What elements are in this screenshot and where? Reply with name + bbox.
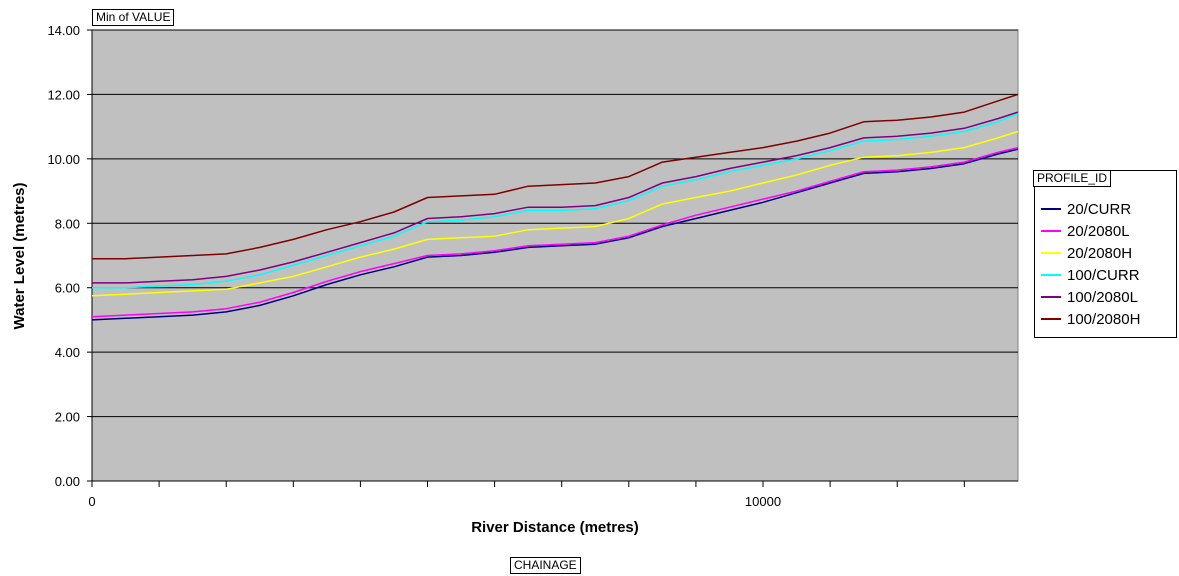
series-line-20-curr	[91, 148, 1019, 321]
y-tick-label: 4.00	[55, 345, 80, 360]
legend-item: 20/2080H	[1041, 242, 1132, 264]
legend-item: 20/CURR	[1041, 198, 1131, 220]
plot-area	[91, 29, 1019, 482]
legend-label: 20/2080H	[1067, 244, 1133, 262]
legend-swatch	[1041, 208, 1061, 210]
legend-label: 100/2080L	[1067, 288, 1138, 306]
axes	[91, 30, 1018, 487]
y-tick-label: 10.00	[47, 152, 80, 167]
legend-label: 20/2080L	[1067, 222, 1130, 240]
legend-swatch	[1041, 230, 1061, 232]
legend-field-button[interactable]: PROFILE_ID	[1033, 170, 1112, 187]
legend-item: 100/CURR	[1041, 264, 1140, 286]
x-tick-labels: 0 10000	[88, 494, 781, 509]
y-tick-label: 2.00	[55, 410, 80, 425]
series-line-20-2080l	[91, 146, 1019, 318]
legend: 20/CURR 20/2080L 20/2080H 100/CURR 100/2080L…	[1034, 170, 1177, 338]
category-field-button[interactable]: CHAINAGE	[510, 557, 581, 574]
series-line-100-2080l	[92, 111, 1019, 284]
legend-label: 100/2080H	[1067, 310, 1141, 328]
y-tick-label: 14.00	[47, 23, 80, 38]
x-axis-title: River Distance (metres)	[471, 519, 639, 536]
y-tick-labels: 0.00 2.00 4.00 6.00 8.00 10.00 12.00 14.00	[47, 23, 80, 489]
legend-swatch	[1041, 274, 1061, 276]
legend-label: 20/CURR	[1067, 200, 1132, 218]
y-tick-label: 0.00	[55, 474, 80, 489]
legend-swatch	[1041, 318, 1061, 320]
x-tick-label: 10000	[745, 494, 781, 509]
y-tick-label: 8.00	[55, 216, 80, 231]
x-tick-label: 0	[88, 494, 95, 509]
y-tick-label: 12.00	[47, 87, 80, 102]
legend-swatch	[1041, 252, 1061, 254]
series-line-100-2080h	[92, 93, 1019, 260]
legend-item: 100/2080L	[1041, 286, 1138, 308]
y-axis-title: Water Level (metres)	[11, 182, 28, 329]
legend-item: 20/2080L	[1041, 220, 1130, 242]
series-line-100-curr	[92, 113, 1019, 289]
legend-item: 100/2080H	[1041, 308, 1140, 330]
y-tick-label: 6.00	[55, 281, 80, 296]
series-lines	[91, 93, 1019, 321]
series-line-20-2080h	[91, 130, 1019, 297]
legend-swatch	[1041, 296, 1061, 298]
legend-label: 100/CURR	[1067, 266, 1140, 284]
page-field-button[interactable]: Min of VALUE	[92, 9, 175, 26]
gridlines	[87, 29, 1018, 482]
